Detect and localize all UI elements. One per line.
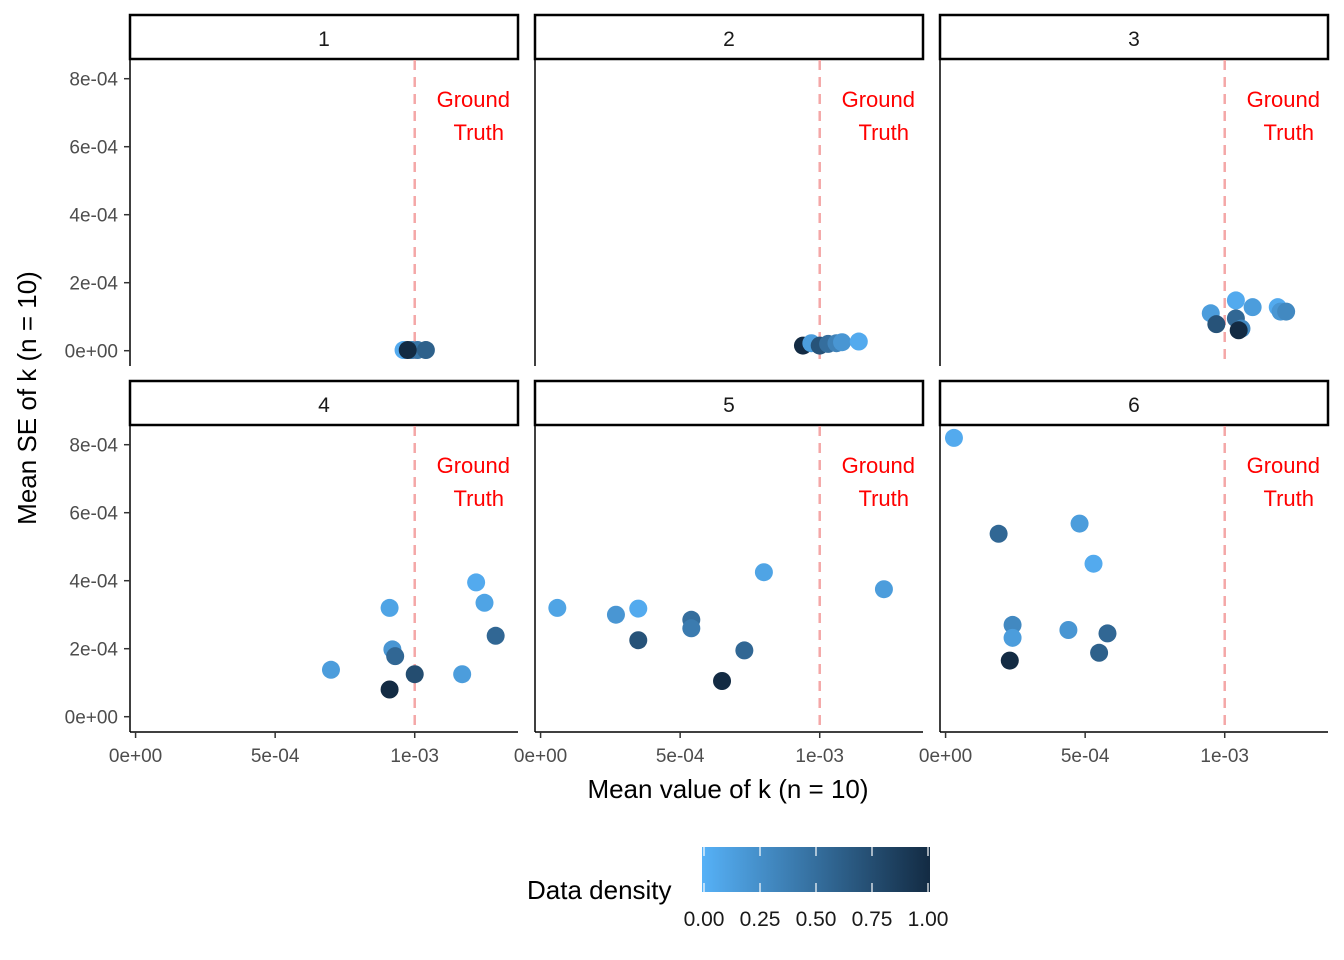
data-point xyxy=(754,563,773,582)
legend-title: Data density xyxy=(527,875,672,905)
y-tick-label: 6e-04 xyxy=(69,138,118,159)
y-tick-label: 4e-04 xyxy=(69,572,118,593)
facet-strip xyxy=(938,13,1330,61)
x-tick-label: 0e+00 xyxy=(109,746,162,767)
data-point xyxy=(486,626,505,645)
data-point xyxy=(398,341,417,360)
data-point xyxy=(1070,514,1089,533)
data-point xyxy=(475,593,494,612)
data-point xyxy=(944,428,963,447)
data-point xyxy=(1226,291,1245,310)
data-point xyxy=(380,680,399,699)
x-tick-label: 0e+00 xyxy=(514,746,567,767)
ground-truth-label-line2: Truth xyxy=(858,120,909,145)
facet-strip-label: 3 xyxy=(1128,28,1140,51)
data-point xyxy=(629,599,648,618)
ground-truth-label-line2: Truth xyxy=(1263,120,1314,145)
data-point xyxy=(548,598,567,617)
y-tick-label: 6e-04 xyxy=(69,504,118,525)
facet-panels: 1 Ground Truth 2 Ground Truth 3 Ground Truth 4 Gro… xyxy=(128,13,1330,732)
data-point xyxy=(1207,315,1226,334)
y-tick-label: 2e-04 xyxy=(69,640,118,661)
y-tick-label: 8e-04 xyxy=(69,436,118,457)
data-point xyxy=(1059,621,1078,639)
facet-strip-label: 6 xyxy=(1128,394,1140,417)
facet-strip-label: 5 xyxy=(723,394,735,417)
data-point xyxy=(1003,615,1022,634)
data-point xyxy=(453,665,472,684)
x-tick-label: 0e+00 xyxy=(919,746,972,767)
legend-tick-label: 0.50 xyxy=(796,908,837,931)
facet-strip xyxy=(938,379,1330,427)
ground-truth-label-line2: Truth xyxy=(453,486,504,511)
data-point xyxy=(1003,628,1022,647)
x-tick-label: 1e-03 xyxy=(390,746,439,767)
data-point xyxy=(833,333,852,352)
legend-tick-label: 1.00 xyxy=(908,908,949,931)
x-tick-label: 5e-04 xyxy=(1061,746,1110,767)
legend-tick-label: 0.25 xyxy=(740,908,781,931)
x-tick-label: 1e-03 xyxy=(795,746,844,767)
y-tick-label: 4e-04 xyxy=(69,206,118,227)
data-point xyxy=(1229,321,1248,340)
legend-tick-label: 0.00 xyxy=(684,908,725,931)
y-tick-label: 8e-04 xyxy=(69,70,118,91)
data-point xyxy=(1090,643,1109,662)
ground-truth-label-line1: Ground xyxy=(1247,87,1320,112)
data-point xyxy=(735,641,754,660)
y-tick-label: 0e+00 xyxy=(65,342,118,363)
facet-strip xyxy=(533,379,925,427)
ground-truth-label-line1: Ground xyxy=(842,453,915,478)
facet-panel-2: 2 Ground Truth xyxy=(533,13,925,366)
y-axis-title: Mean SE of k (n = 10) xyxy=(12,271,42,525)
axes: 0e+00 2e-04 4e-04 6e-04 8e-04 0e+00 5e-04 1e-03… xyxy=(65,60,1328,767)
data-point xyxy=(467,573,486,592)
data-point xyxy=(321,660,340,679)
ground-truth-label-line1: Ground xyxy=(1247,453,1320,478)
data-point xyxy=(1084,554,1103,573)
legend-ticks: 0.00 0.25 0.50 0.75 1.00 xyxy=(684,847,949,931)
facet-strip-label: 4 xyxy=(318,394,330,417)
data-point xyxy=(1277,302,1296,321)
data-point xyxy=(606,605,625,624)
facet-strip-label: 1 xyxy=(318,28,330,51)
data-point xyxy=(416,341,435,360)
data-point xyxy=(849,332,868,351)
color-legend: Data density 0.00 0.25 0.50 0.75 1.00 xyxy=(527,847,948,931)
data-point xyxy=(380,598,399,617)
facet-strip xyxy=(533,13,925,61)
data-point xyxy=(874,580,893,599)
data-point xyxy=(682,619,701,638)
facet-strip xyxy=(128,379,520,427)
y-tick-label: 2e-04 xyxy=(69,274,118,295)
x-axis-title: Mean value of k (n = 10) xyxy=(587,774,868,804)
facet-panel-1: 1 Ground Truth xyxy=(128,13,520,366)
data-point xyxy=(989,524,1008,543)
ground-truth-label-line1: Ground xyxy=(437,87,510,112)
data-point xyxy=(713,672,732,690)
x-tick-label: 1e-03 xyxy=(1200,746,1249,767)
facet-strip-label: 2 xyxy=(723,28,735,51)
facet-panel-6: 6 Ground Truth xyxy=(938,379,1330,732)
facet-panel-3: 3 Ground Truth xyxy=(938,13,1330,366)
ground-truth-label-line2: Truth xyxy=(453,120,504,145)
x-tick-label: 5e-04 xyxy=(656,746,705,767)
data-point xyxy=(629,631,648,650)
x-tick-label: 5e-04 xyxy=(251,746,300,767)
data-point xyxy=(405,665,424,684)
ground-truth-label-line2: Truth xyxy=(858,486,909,511)
facet-panel-4: 4 Ground Truth xyxy=(128,379,520,732)
facet-strip xyxy=(128,13,520,61)
data-point xyxy=(1098,624,1117,643)
y-tick-label: 0e+00 xyxy=(65,708,118,729)
legend-tick-label: 0.75 xyxy=(852,908,893,931)
ground-truth-label-line1: Ground xyxy=(437,453,510,478)
ground-truth-label-line2: Truth xyxy=(1263,486,1314,511)
data-point xyxy=(1000,651,1019,670)
data-point xyxy=(386,647,405,666)
ground-truth-label-line1: Ground xyxy=(842,87,915,112)
facet-panel-5: 5 Ground Truth xyxy=(533,379,925,732)
data-point xyxy=(1243,298,1262,317)
